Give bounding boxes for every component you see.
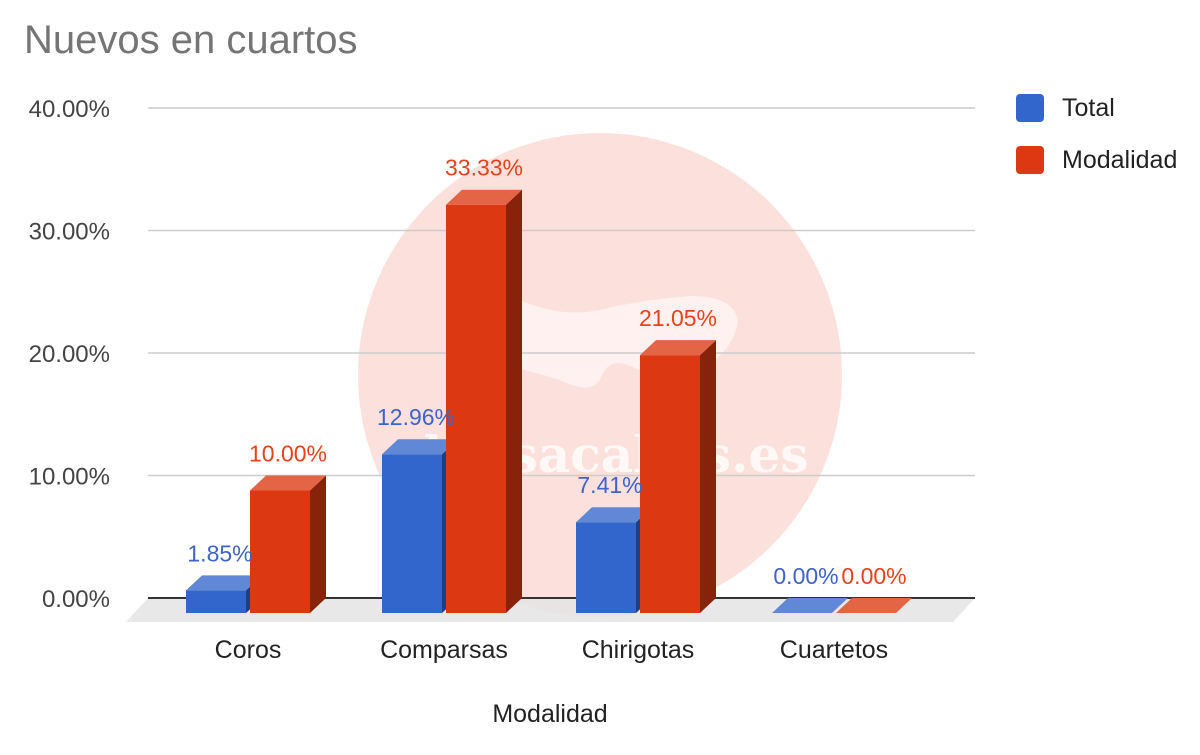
data-label-total-comparsas: 12.96%: [377, 404, 455, 430]
x-tick-label: Cuartetos: [780, 636, 888, 664]
y-tick-label: 10.00%: [29, 464, 110, 491]
bar-modalidad-comparsas[interactable]: [446, 189, 522, 613]
x-tick-label: Coros: [215, 636, 282, 664]
bar-modalidad-cuartetos[interactable]: [836, 598, 912, 613]
chart-title: Nuevos en cuartos: [24, 18, 358, 62]
x-tick-label: Chirigotas: [582, 636, 695, 664]
y-tick-label: 0.00%: [42, 586, 110, 613]
bar-total-cuartetos[interactable]: [772, 598, 848, 613]
legend: Total Modalidad: [1016, 92, 1177, 196]
bar-modalidad-chirigotas[interactable]: [640, 340, 716, 613]
chart-floor: [126, 598, 975, 622]
legend-item-total[interactable]: Total: [1016, 92, 1177, 124]
data-label-total-chirigotas: 7.41%: [577, 472, 642, 498]
x-tick-label: Comparsas: [380, 636, 508, 664]
legend-item-modalidad[interactable]: Modalidad: [1016, 144, 1177, 176]
legend-swatch-modalidad: [1016, 146, 1044, 174]
y-tick-label: 40.00%: [29, 96, 110, 123]
legend-label-total: Total: [1062, 93, 1115, 122]
data-label-total-coros: 1.85%: [187, 540, 252, 566]
bar-modalidad-coros[interactable]: [250, 475, 326, 614]
legend-label-modalidad: Modalidad: [1062, 145, 1178, 174]
x-axis-title: Modalidad: [492, 700, 608, 728]
y-tick-label: 30.00%: [29, 219, 110, 246]
legend-swatch-total: [1016, 94, 1044, 122]
data-label-modalidad-comparsas: 33.33%: [445, 155, 523, 181]
y-tick-label: 20.00%: [29, 341, 110, 368]
data-label-modalidad-coros: 10.00%: [249, 441, 327, 467]
data-label-modalidad-cuartetos: 0.00%: [841, 563, 906, 589]
data-label-modalidad-chirigotas: 21.05%: [639, 305, 717, 331]
data-label-total-cuartetos: 0.00%: [773, 563, 838, 589]
